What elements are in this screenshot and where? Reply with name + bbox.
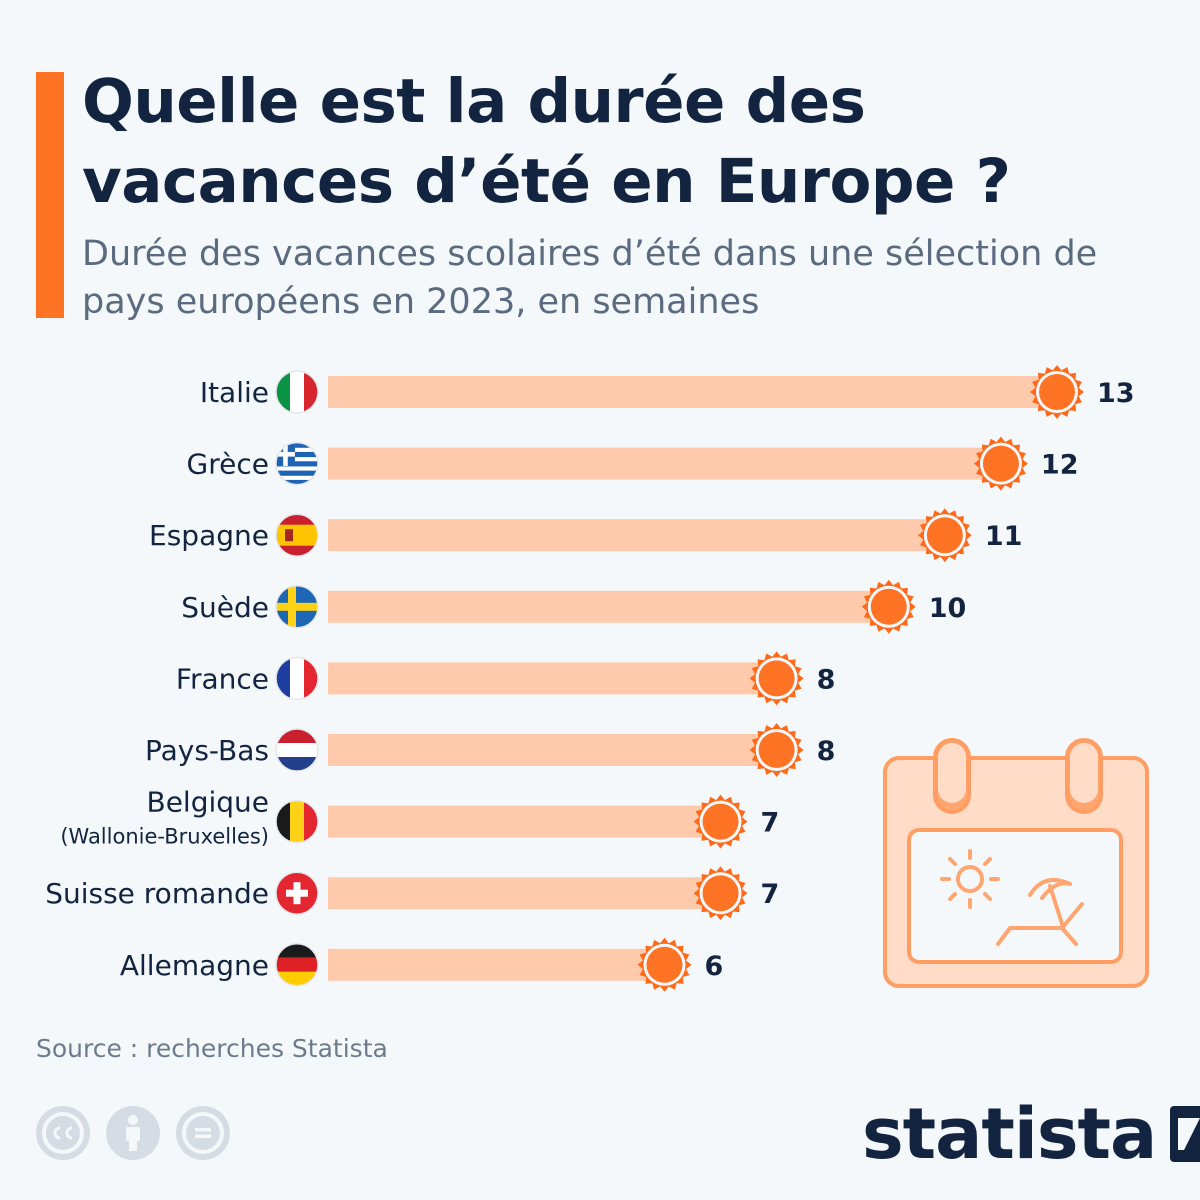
greece-flag-icon-stripes — [276, 442, 318, 485]
bar-row: 7 Suisse romande — [45, 866, 780, 921]
bar-row: 12 Grèce — [187, 436, 1079, 491]
logo-text: statista — [862, 1093, 1157, 1175]
bar-row: 10 Suède — [181, 579, 967, 634]
category-label: Espagne — [149, 519, 269, 552]
category-label: Belgique — [146, 786, 269, 819]
cc-icon-ring — [42, 1112, 84, 1154]
greece-flag-icon — [275, 441, 319, 486]
category-label: Italie — [200, 376, 269, 409]
category-label: Suède — [181, 591, 269, 624]
value-label: 10 — [929, 593, 967, 624]
value-label: 7 — [761, 808, 780, 839]
statista-logo[interactable]: statista — [862, 1096, 1200, 1172]
category-label: Suisse romande — [45, 877, 269, 910]
sun-core — [702, 875, 739, 912]
sweden-flag-icon — [275, 585, 319, 629]
chart-subtitle: Durée des vacances scolaires d’été dans … — [82, 234, 1098, 322]
bar — [328, 447, 1001, 480]
value-label: 8 — [817, 736, 836, 767]
sun-core — [758, 660, 795, 697]
license-icons — [36, 1106, 230, 1160]
attribution-icon[interactable] — [106, 1106, 160, 1160]
chart-title: Quelle est la durée des vacances d’été e… — [82, 66, 1011, 217]
bar — [328, 590, 889, 623]
value-label: 7 — [761, 879, 780, 910]
source-note: Source : recherches Statista — [36, 1034, 388, 1063]
sun-core — [926, 517, 963, 554]
bar-row: 7 Belgique (Wallonie-Bruxelles) — [60, 786, 779, 849]
sun-core — [982, 445, 1019, 482]
equals-glyph — [195, 1128, 211, 1138]
cc-icon[interactable] — [36, 1106, 90, 1160]
switzerland-flag-icon — [275, 871, 319, 915]
person-glyph — [126, 1115, 140, 1151]
bar-row: 11 Espagne — [149, 508, 1023, 563]
france-flag-icon — [275, 656, 319, 701]
bar — [328, 805, 721, 838]
cc-glyph — [53, 1126, 73, 1140]
statista-mark-icon — [1170, 1106, 1200, 1162]
sweden-flag-icon-stripes — [276, 585, 318, 628]
category-sublabel: (Wallonie-Bruxelles) — [60, 825, 269, 849]
value-label: 12 — [1041, 450, 1079, 481]
bar — [328, 376, 1057, 408]
category-label: Pays-Bas — [145, 734, 269, 767]
sun-core — [870, 588, 907, 625]
bar — [328, 662, 777, 695]
value-label: 8 — [817, 664, 836, 695]
sun-core — [1039, 374, 1075, 410]
spain-flag-icon — [275, 513, 319, 557]
spain-flag-icon-stripes — [276, 514, 318, 557]
bar — [328, 734, 777, 766]
netherlands-flag-icon — [275, 728, 319, 772]
accent-bar — [36, 72, 64, 318]
sun-core — [758, 732, 795, 768]
nd-icon-ring — [182, 1112, 224, 1154]
sun-core — [702, 803, 739, 840]
italy-flag-icon — [275, 370, 319, 414]
bar-row: 8 France — [176, 651, 836, 706]
value-label: 6 — [704, 951, 723, 982]
category-label: Grèce — [187, 448, 269, 481]
bar-row: 6 Allemagne — [120, 937, 723, 992]
bar — [328, 519, 945, 552]
bar-row: 8 Pays-Bas — [145, 723, 835, 777]
category-label: France — [176, 662, 269, 695]
belgium-flag-icon — [275, 799, 319, 844]
bar-row: 13 Italie — [200, 365, 1135, 419]
bar — [328, 877, 721, 910]
category-label: Allemagne — [120, 949, 269, 982]
value-label: 13 — [1097, 378, 1135, 409]
switzerland-flag-icon-stripes — [276, 872, 318, 915]
bar — [328, 948, 665, 981]
sun-core — [646, 946, 683, 983]
no-derivatives-icon[interactable] — [176, 1106, 230, 1160]
bars-layer: 13 Italie 12 Grèce 11 Espagne 10 Suède 8 France 8 P… — [45, 365, 1135, 992]
calendar-beach-icon — [883, 738, 1149, 988]
germany-flag-icon — [275, 943, 319, 987]
value-label: 11 — [985, 521, 1023, 552]
